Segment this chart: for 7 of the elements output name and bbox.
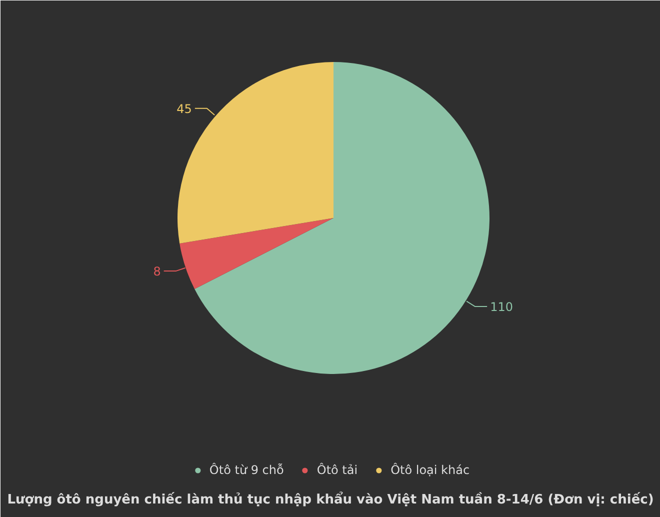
legend-label: Ôtô loại khác	[390, 463, 470, 477]
legend-label: Ôtô tải	[316, 463, 358, 477]
data-label: 110	[490, 300, 513, 314]
data-label: 45	[176, 102, 192, 116]
text: Lượng ôtô nguyên chiếc làm thủ tục nhập khẩu vào Việt Nam tuần 8-14/6 (Đơn vị: chiếc)	[7, 492, 654, 508]
data-label: 8	[153, 264, 161, 279]
legend-label: Ôtô từ 9 chỗ	[209, 463, 284, 477]
